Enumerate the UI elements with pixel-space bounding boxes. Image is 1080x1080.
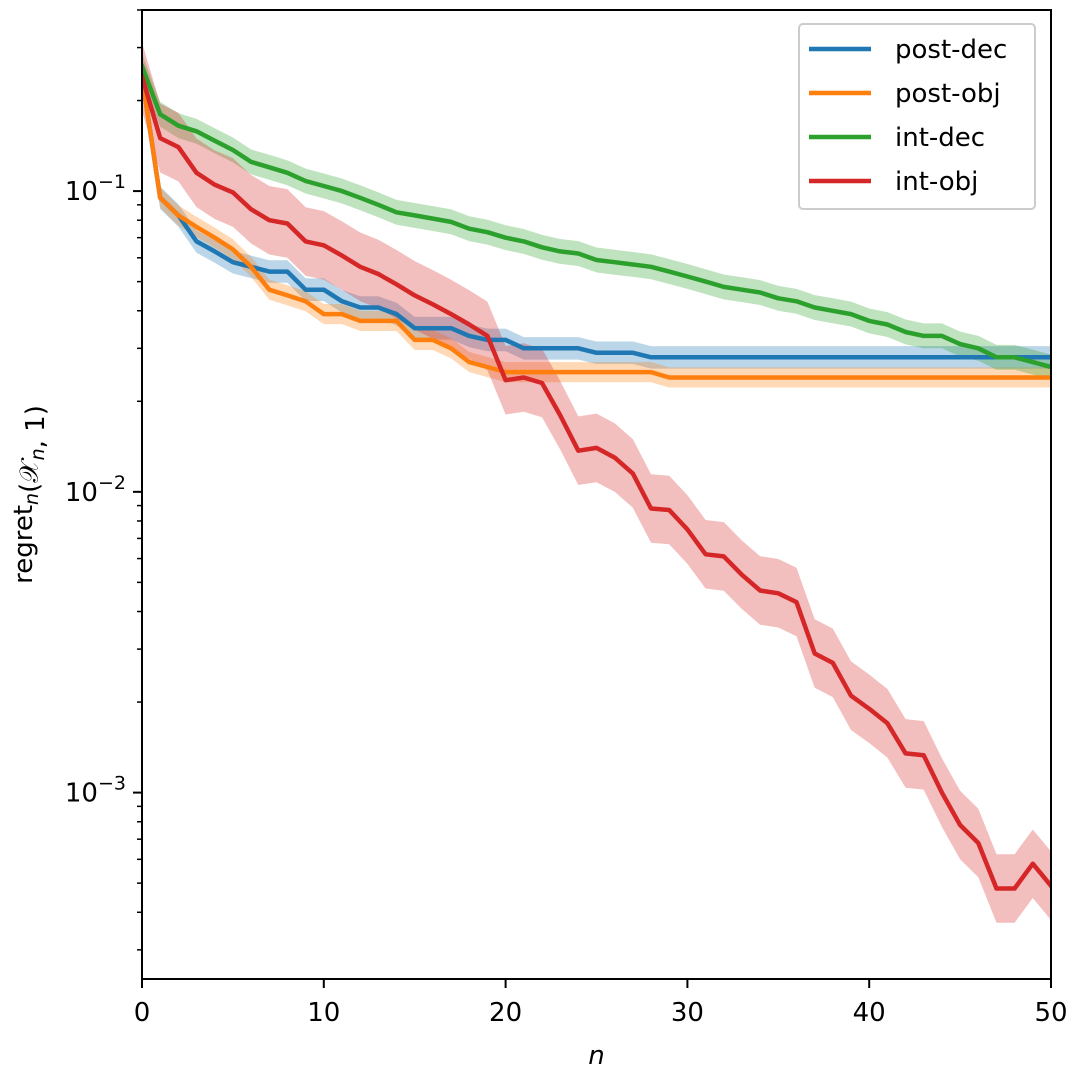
x-tick-label: 0 <box>134 998 151 1028</box>
post-dec-legend-label: post-dec <box>895 35 1007 65</box>
y-tick-label: 10−2 <box>65 472 126 508</box>
x-tick-label: 40 <box>853 998 886 1028</box>
post-obj-line <box>142 74 1051 380</box>
x-tick-label: 50 <box>1034 998 1067 1028</box>
y-axis-label: regretn(𝒳n, 1) <box>9 405 51 584</box>
post-obj-legend-label: post-obj <box>895 79 1001 109</box>
x-tick-label: 30 <box>671 998 704 1028</box>
y-axis-label-group: regretn(𝒳n, 1) <box>9 405 51 584</box>
x-tick-label: 10 <box>307 998 340 1028</box>
legend-box <box>798 23 1036 210</box>
int-dec-band <box>142 53 1051 380</box>
y-axis-minor-ticks <box>137 9 142 951</box>
int-dec-legend-label: int-dec <box>895 123 985 153</box>
int-obj-line <box>142 73 1051 891</box>
post-dec-line <box>142 74 1051 360</box>
confidence-bands <box>142 42 1051 923</box>
y-tick-label: 10−3 <box>65 773 126 809</box>
series-lines <box>142 63 1051 891</box>
legend: post-dec post-obj int-dec int-obj <box>798 23 1036 210</box>
int-obj-band <box>142 42 1051 923</box>
x-axis-ticks: 0 10 20 30 40 50 <box>134 979 1068 1028</box>
int-dec-line <box>142 63 1051 370</box>
y-tick-label: 10−1 <box>65 171 126 207</box>
y-axis-ticks: 10−1 10−2 10−3 <box>65 171 142 809</box>
int-obj-legend-label: int-obj <box>895 167 978 197</box>
x-tick-label: 20 <box>489 998 522 1028</box>
plot-frame <box>141 9 1052 980</box>
x-axis-label: n <box>588 1041 604 1071</box>
